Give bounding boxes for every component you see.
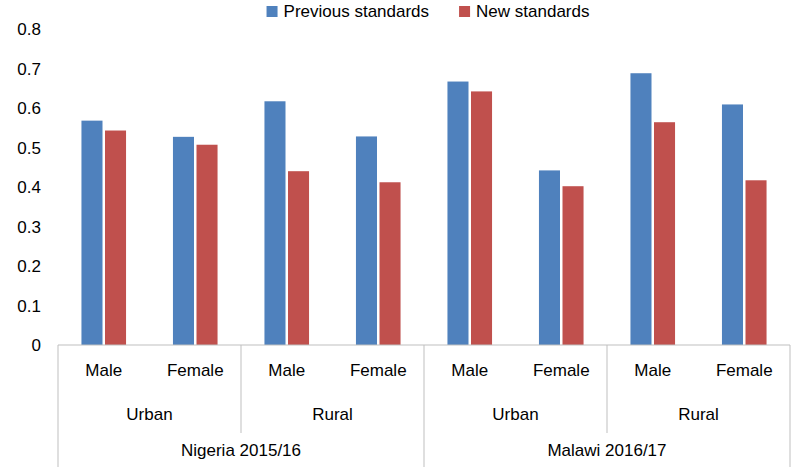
bar <box>81 121 102 345</box>
bar <box>471 91 492 345</box>
x-group-label: Rural <box>312 405 353 424</box>
x-axis-separator <box>58 345 59 467</box>
x-group-label: Urban <box>126 405 172 424</box>
legend-swatch <box>267 6 278 17</box>
bar <box>197 145 218 345</box>
bar <box>563 186 584 345</box>
x-tick-label: Male <box>451 361 488 380</box>
bar <box>447 82 468 345</box>
y-tick-label: 0.3 <box>17 218 41 237</box>
y-tick-label: 0.4 <box>17 178 41 197</box>
chart-container: 0 0.1 0.2 0.3 0.4 0.5 0.6 0.7 0.8 Male Female Male F… <box>0 0 809 467</box>
x-tick-label: Female <box>533 361 590 380</box>
bar <box>264 101 285 345</box>
x-axis-separator <box>241 345 242 433</box>
x-tick-label: Female <box>167 361 224 380</box>
y-tick-label: 0.5 <box>17 139 41 158</box>
x-axis-separator <box>424 345 425 467</box>
bar <box>288 171 309 345</box>
bar <box>105 131 126 345</box>
bars <box>81 73 766 345</box>
bar <box>380 182 401 345</box>
y-tick-label: 0.7 <box>17 60 41 79</box>
y-tick-label: 0 <box>32 336 41 355</box>
chart: 0 0.1 0.2 0.3 0.4 0.5 0.6 0.7 0.8 Male Female Male F… <box>0 0 809 467</box>
x-tick-label: Male <box>268 361 305 380</box>
x-axis-separator <box>790 345 791 467</box>
bar <box>539 170 560 345</box>
bar <box>630 73 651 345</box>
bar <box>746 180 767 345</box>
x-group-label: Malawi 2016/17 <box>547 441 666 460</box>
y-tick-label: 0.1 <box>17 297 41 316</box>
legend: Previous standards New standards <box>267 2 590 21</box>
x-tick-label: Male <box>85 361 122 380</box>
y-tick-label: 0.8 <box>17 20 41 39</box>
y-tick-label: 0.2 <box>17 257 41 276</box>
x-tick-label: Female <box>716 361 773 380</box>
x-tick-label: Female <box>350 361 407 380</box>
bar <box>654 122 675 345</box>
x-group-label: Nigeria 2015/16 <box>181 441 301 460</box>
y-tick-label: 0.6 <box>17 99 41 118</box>
legend-label: New standards <box>476 2 589 21</box>
bar <box>356 136 377 345</box>
bar <box>722 104 743 345</box>
x-group-label: Urban <box>492 405 538 424</box>
legend-label: Previous standards <box>284 2 430 21</box>
bar <box>173 137 194 345</box>
x-group-label: Rural <box>678 405 719 424</box>
x-axis-separator <box>607 345 608 433</box>
x-tick-label: Male <box>634 361 671 380</box>
legend-swatch <box>459 6 470 17</box>
